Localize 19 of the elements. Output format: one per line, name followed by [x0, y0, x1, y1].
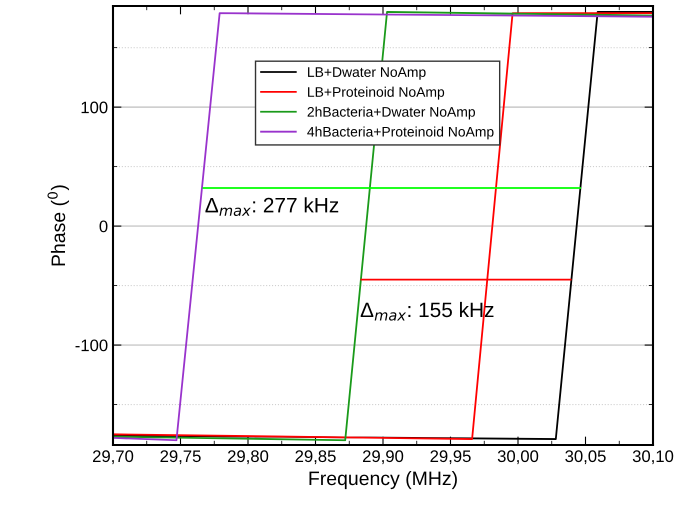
legend-label: 2hBacteria+Dwater NoAmp	[308, 106, 475, 120]
legend-label: LB+Proteinoid NoAmp	[308, 86, 444, 100]
legend-label: 4hBacteria+Proteinoid NoAmp	[307, 126, 494, 140]
annotation: Δ$_{max}$: 277 kHz	[205, 197, 338, 216]
x-tick-label: 29,80	[228, 450, 268, 464]
y-axis-title: Phase ($^{0}$)	[47, 185, 70, 266]
x-tick-label: 29,90	[362, 450, 404, 464]
y-tick-label: 0	[100, 220, 108, 232]
x-tick-label: 30,05	[565, 450, 606, 464]
x-tick-label: 29,85	[295, 450, 336, 464]
y-tick-label: 100	[82, 102, 108, 114]
y-tick-label: -100	[76, 339, 108, 352]
x-axis-title: Frequency (MHz)	[310, 470, 457, 490]
x-tick-label: 30,00	[498, 450, 538, 464]
x-tick-label: 29,95	[430, 450, 471, 464]
x-tick-label: 29,75	[160, 450, 201, 464]
x-tick-label: 30,10	[632, 450, 674, 464]
x-tick-label: 29,70	[92, 450, 134, 464]
legend-label: LB+Dwater NoAmp	[308, 67, 426, 80]
